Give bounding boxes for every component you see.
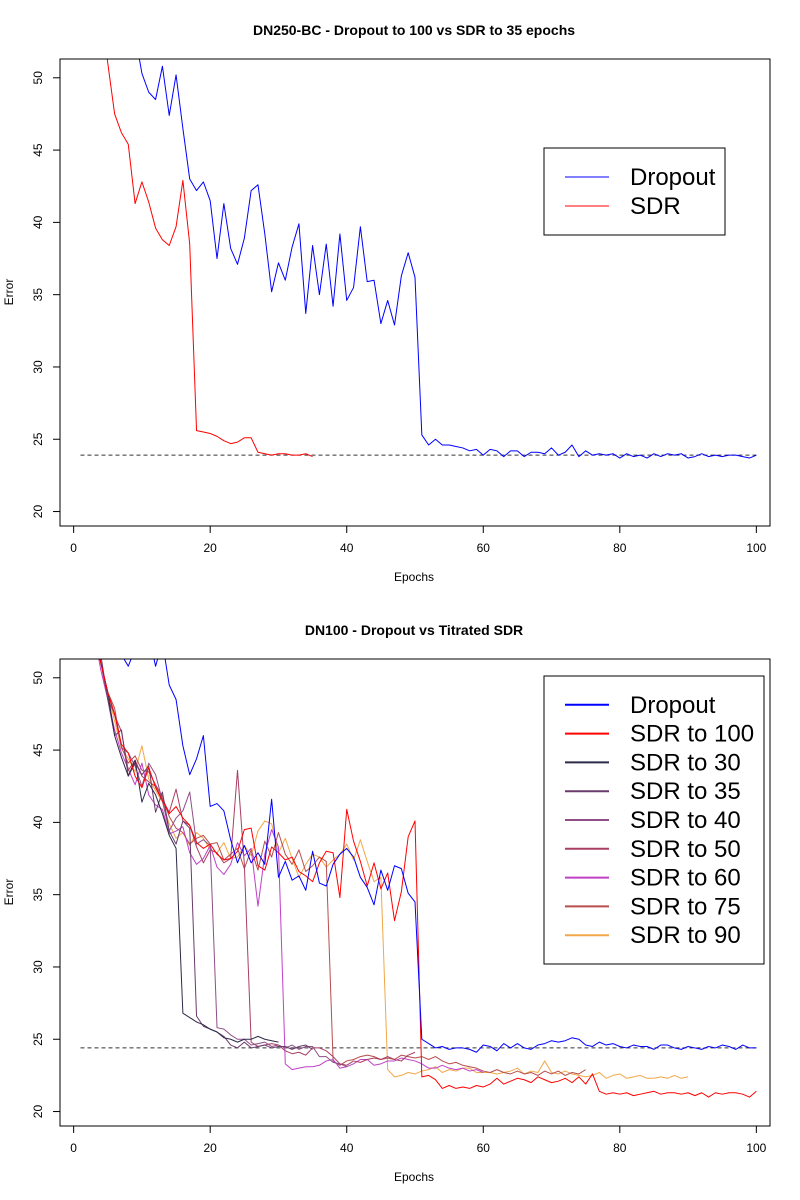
y-tick-label: 40 [31,815,45,829]
x-tick-label: 100 [746,541,766,555]
chart-panel-dn250: DN250-BC - Dropout to 100 vs SDR to 35 e… [2,22,771,584]
y-tick-label: 50 [31,71,45,85]
chart-title: DN250-BC - Dropout to 100 vs SDR to 35 e… [253,22,575,38]
y-tick-label: 40 [31,215,45,229]
y-tick-label: 25 [31,1032,45,1046]
y-tick-label: 35 [31,288,45,302]
chart-panel-dn100: DN100 - Dropout vs Titrated SDR Epochs E… [2,622,771,1184]
x-tick-label: 0 [70,541,77,555]
x-tick-label: 40 [340,541,354,555]
legend-label: Dropout [630,164,716,191]
legend-label: SDR to 100 [630,721,754,748]
x-axis-label: Epochs [394,570,434,584]
series-line-sdr-to-30 [99,659,279,1043]
series-line-dropout [138,59,757,459]
y-tick-label: 30 [31,960,45,974]
series-group [106,59,757,459]
plot-frame [59,658,771,1127]
series-line-sdr-to-60 [98,659,484,1073]
series-line-sdr-to-50 [99,659,416,1066]
plot-frame [59,58,771,527]
y-tick-label: 45 [31,743,45,757]
x-tick-label: 20 [204,1141,218,1155]
series-line-sdr-to-90 [99,659,689,1079]
y-tick-label: 20 [31,1105,45,1119]
x-tick-label: 0 [70,1141,77,1155]
legend-label: SDR to 40 [630,807,741,834]
x-tick-label: 60 [477,1141,491,1155]
legend-label: SDR to 50 [630,836,741,863]
legend-label: SDR to 90 [630,922,741,949]
x-tick-label: 80 [613,541,627,555]
x-tick-label: 80 [613,1141,627,1155]
y-tick-label: 25 [31,432,45,446]
y-tick-label: 45 [31,143,45,157]
x-tick-label: 40 [340,1141,354,1155]
y-tick-label: 30 [31,360,45,374]
chart-title: DN100 - Dropout vs Titrated SDR [305,622,523,638]
y-axis-label: Error [2,279,16,306]
legend-box [543,147,726,236]
legend-label: SDR to 60 [630,865,741,892]
series-line-sdr-to-100 [99,659,757,1098]
y-axis-label: Error [2,879,16,906]
y-tick-label: 50 [31,671,45,685]
series-line-dropout [123,659,757,1053]
y-tick-label: 20 [31,505,45,519]
series-group [98,659,757,1098]
legend-label: SDR to 75 [630,893,741,920]
legend-label: SDR [630,193,681,220]
series-line-sdr-to-35 [100,659,313,1050]
legend-label: SDR to 35 [630,778,741,805]
y-tick-label: 35 [31,888,45,902]
legend-label: Dropout [630,692,716,719]
x-axis-label: Epochs [394,1170,434,1184]
x-tick-label: 20 [204,541,218,555]
series-line-sdr [106,59,313,458]
x-tick-label: 60 [477,541,491,555]
x-tick-label: 100 [746,1141,766,1155]
legend-label: SDR to 30 [630,749,741,776]
